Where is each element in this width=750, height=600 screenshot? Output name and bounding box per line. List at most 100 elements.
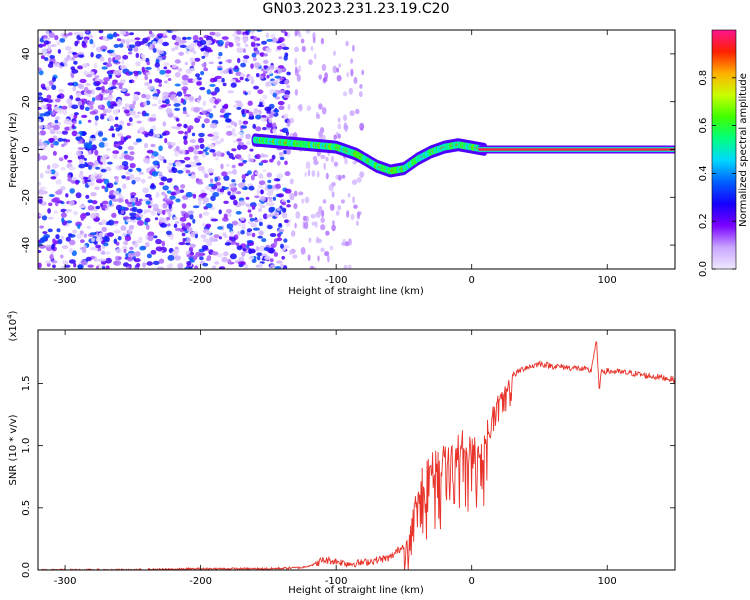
spectrogram-noise-cell xyxy=(241,109,245,115)
spectrogram-noise-cell xyxy=(64,210,71,214)
spectrogram-noise-cell xyxy=(240,134,244,139)
spectrogram-noise-cell xyxy=(63,118,71,125)
spectrogram-noise-cell xyxy=(138,171,144,175)
spectrogram-noise-cell xyxy=(93,160,99,165)
spectrogram-noise-cell xyxy=(120,210,125,215)
spectrogram-noise-cell xyxy=(49,61,54,65)
snr-panel: -300 -200 -100 0 100 0.0 0.5 1.0 1.5 Height of … xyxy=(6,310,676,596)
spectrogram-noise-cell xyxy=(169,195,176,200)
spectrogram-noise-cell xyxy=(43,35,48,39)
spectrogram-noise-cell xyxy=(253,85,259,90)
spectrogram-noise-cell xyxy=(164,137,168,144)
spectrogram-noise-cell xyxy=(133,243,139,248)
spectrogram-noise-cell xyxy=(187,210,195,215)
spectrogram-noise-cell xyxy=(195,144,200,150)
spectrogram-noise-cell xyxy=(67,174,72,178)
spectrogram-noise-cell xyxy=(164,194,168,200)
spectrogram-noise-cell xyxy=(64,62,68,67)
spectrogram-noise-cell xyxy=(81,131,86,137)
spectrogram-noise-cell xyxy=(94,75,100,79)
spectrogram-scatter-cell xyxy=(298,33,302,38)
spectrogram-noise-cell xyxy=(106,33,114,39)
spectrogram-noise-cell xyxy=(128,225,135,230)
spectrogram-noise-cell xyxy=(217,39,224,46)
spectrogram-noise-cell xyxy=(263,53,268,57)
spectrogram-noise-cell xyxy=(51,244,55,250)
spectrogram-noise-cell xyxy=(178,51,185,56)
spectrogram-noise-cell xyxy=(155,133,160,138)
spectrogram-noise-cell xyxy=(117,132,124,137)
spectrogram-noise-cell xyxy=(125,171,131,175)
spectrogram-noise-cell xyxy=(269,258,274,263)
spectrogram-noise-cell xyxy=(179,44,187,49)
spectrogram-noise-cell xyxy=(159,223,168,228)
spectrogram-noise-cell xyxy=(264,255,271,261)
spectrogram-noise-cell xyxy=(227,258,232,265)
spectrogram-scatter-cell xyxy=(325,172,329,180)
spectrogram-scatter-cell xyxy=(330,155,335,163)
spectrogram-noise-cell xyxy=(131,179,136,185)
spectrogram-noise-cell xyxy=(259,52,265,57)
spectrogram-noise-cell xyxy=(149,117,157,122)
spectrogram-noise-cell xyxy=(246,109,250,114)
spectrogram-noise-cell xyxy=(39,189,45,195)
spectrogram-noise-cell xyxy=(242,120,249,125)
colorbar: 0.0 0.2 0.4 0.6 0.8 Normalized spectral ampl… xyxy=(698,29,749,277)
spectrogram-noise-cell xyxy=(186,44,193,50)
spectrogram-scatter-cell xyxy=(353,76,358,84)
spectrogram-scatter-cell xyxy=(294,89,299,96)
spectrogram-noise-cell xyxy=(232,169,237,175)
spectrogram-noise-cell xyxy=(82,63,88,69)
snr-frame xyxy=(37,329,676,571)
steady-line-core xyxy=(478,148,675,151)
spectrogram-noise-cell xyxy=(83,157,87,161)
spectrogram-noise-cell xyxy=(125,253,129,258)
spectrogram-noise-cell xyxy=(257,235,264,239)
spectrogram-noise-cell xyxy=(283,150,287,155)
spectrogram-noise-cell xyxy=(258,263,264,268)
spectrogram-noise-cell xyxy=(70,73,75,79)
spectrogram-noise-cell xyxy=(217,67,223,71)
spectrogram-noise-cell xyxy=(114,70,122,76)
spectrogram-noise-cell xyxy=(112,153,118,160)
spectrogram-noise-cell xyxy=(122,183,127,190)
spectrogram-noise-cell xyxy=(38,262,42,269)
spectrogram-noise-cell xyxy=(48,32,55,38)
spectrogram-noise-cell xyxy=(129,212,137,217)
spectrogram-noise-cell xyxy=(144,241,150,248)
snr-y-ticks: 0.0 0.5 1.0 1.5 xyxy=(21,376,675,578)
spectrogram-noise-cell xyxy=(102,81,108,85)
spectrogram-scatter-cell xyxy=(320,247,325,252)
spectrogram-noise-cell xyxy=(119,120,125,126)
spectrogram-noise-cell xyxy=(40,104,48,110)
spectrogram-noise-cell xyxy=(242,48,247,53)
spectrogram-noise-cell xyxy=(235,242,240,246)
spectrogram-scatter-cell xyxy=(288,249,293,256)
spectrogram-noise-cell xyxy=(277,67,283,74)
spectrogram-noise-cell xyxy=(113,176,119,180)
spectrogram-noise-cell xyxy=(75,92,82,98)
spectrogram-noise-cell xyxy=(198,132,205,138)
spectrogram-noise-cell xyxy=(167,254,175,261)
spectrogram-noise-cell xyxy=(146,253,152,259)
spectrogram-noise-cell xyxy=(242,160,248,163)
spectrogram-noise-cell xyxy=(97,155,101,162)
spectrogram-noise-cell xyxy=(276,160,281,166)
spectrogram-noise-cell xyxy=(171,166,176,171)
spectrogram-scatter-cell xyxy=(317,255,320,262)
spectrogram-noise-cell xyxy=(280,30,287,34)
spectrogram-noise-cell xyxy=(286,71,291,76)
spectrogram-y-tick-label: 40 xyxy=(21,48,32,61)
spectrogram-noise-cell xyxy=(118,43,124,48)
spectrogram-noise-cell xyxy=(73,262,77,268)
spectrogram-noise-cell xyxy=(162,209,166,216)
spectrogram-noise-cell xyxy=(66,220,73,224)
spectrogram-noise-cell xyxy=(62,109,68,115)
spectrogram-noise-cell xyxy=(181,74,189,81)
spectrogram-noise-cell xyxy=(278,152,284,156)
spectrogram-noise-cell xyxy=(210,137,218,141)
spectrogram-noise-cell xyxy=(89,232,97,236)
spectrogram-noise-cell xyxy=(50,44,57,47)
spectrogram-noise-cell xyxy=(222,217,229,222)
spectrogram-scatter-cell xyxy=(305,161,311,170)
